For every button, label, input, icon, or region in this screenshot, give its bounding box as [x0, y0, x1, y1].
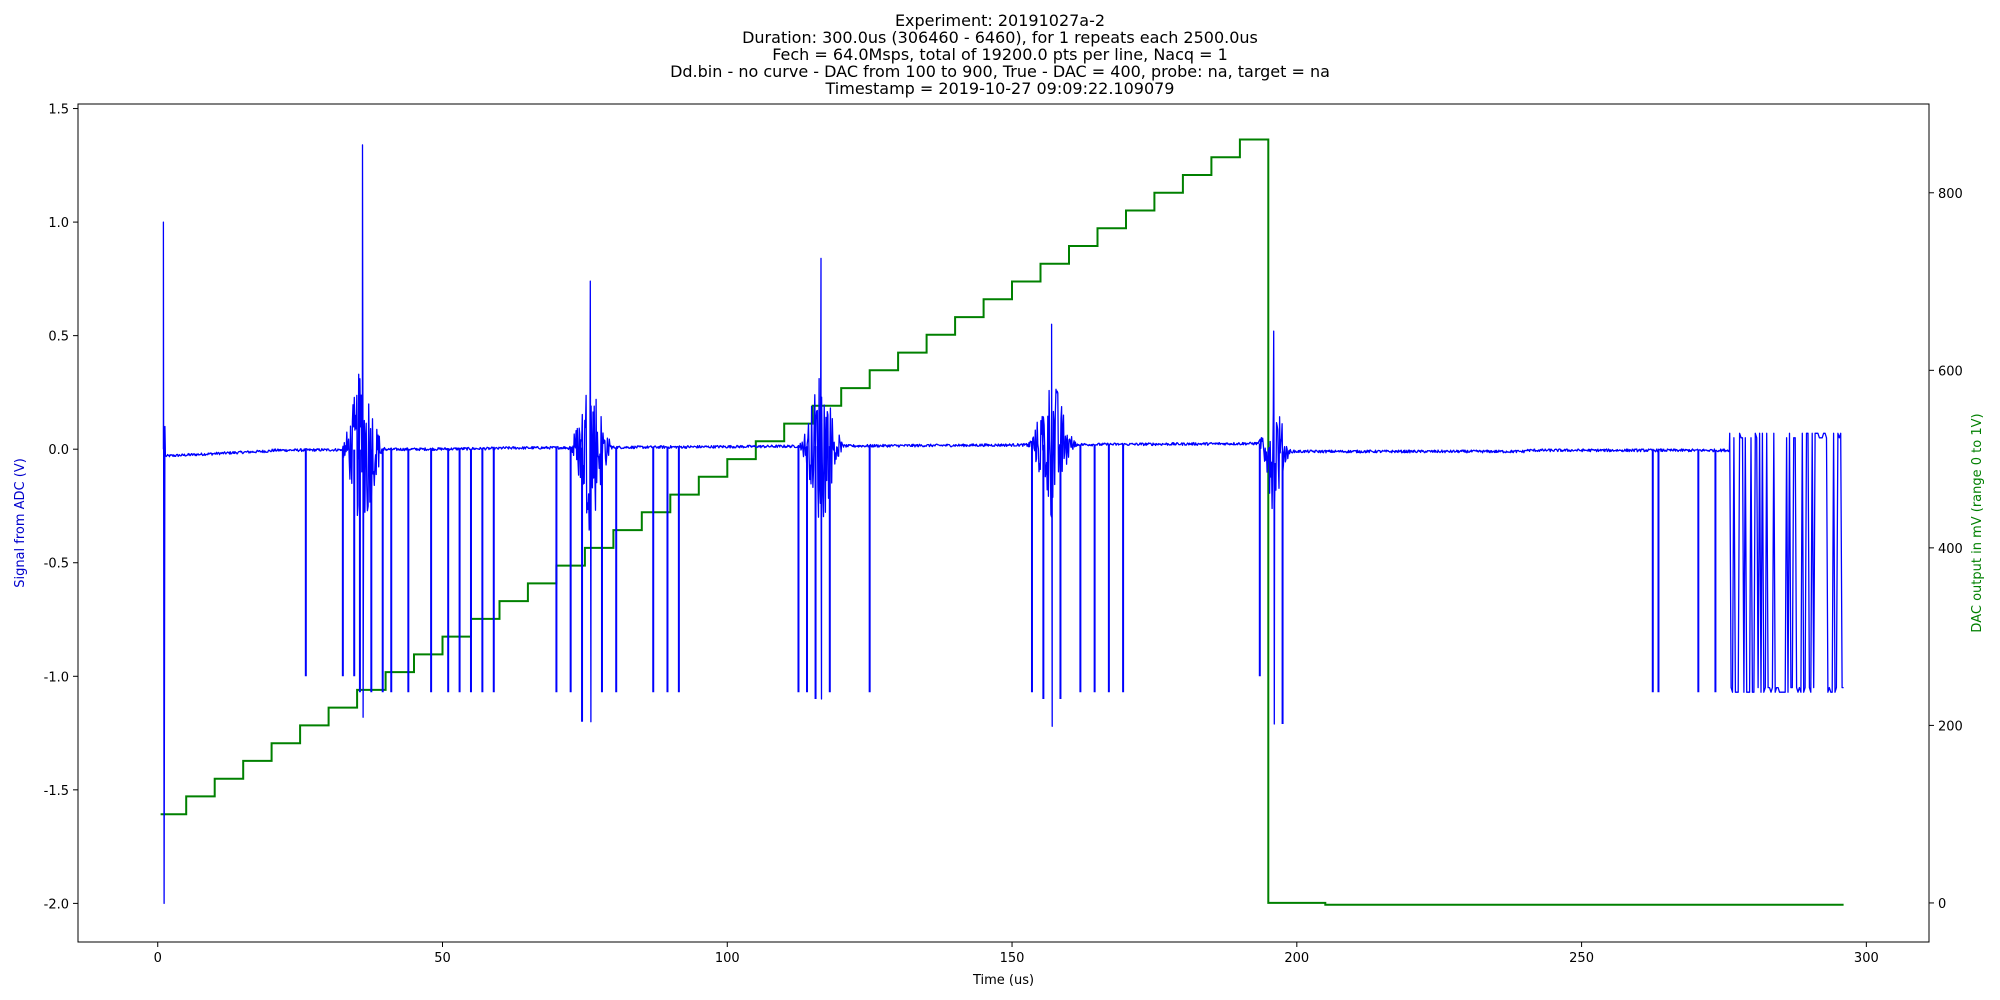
y-right-tick-label: 600 — [1938, 364, 1963, 379]
y-right-tick-label: 800 — [1938, 187, 1963, 202]
title-line-experiment: Experiment: 20191027a-2 — [894, 11, 1106, 30]
y-left-tick-label: 1.5 — [48, 103, 69, 118]
adc-signal-line — [162, 144, 1844, 905]
y-left-tick-label: 0.0 — [48, 443, 69, 458]
y-left-tick-label: -0.5 — [44, 557, 69, 572]
adc-series — [162, 144, 1844, 905]
title-line-duration: Duration: 300.0us (306460 - 6460), for 1… — [742, 28, 1258, 47]
y-left-tick-label: -1.5 — [44, 784, 69, 799]
x-tick-label: 200 — [1284, 951, 1309, 966]
x-tick-label: 150 — [1000, 951, 1025, 966]
x-tick-label: 300 — [1854, 951, 1879, 966]
title-line-dac: Dd.bin - no curve - DAC from 100 to 900,… — [670, 62, 1330, 81]
x-tick-label: 100 — [715, 951, 740, 966]
dac-series — [160, 138, 1844, 906]
title-line-timestamp: Timestamp = 2019-10-27 09:09:22.109079 — [825, 79, 1175, 98]
x-tick-label: 250 — [1569, 951, 1594, 966]
y-left-tick-label: -1.0 — [44, 670, 69, 685]
y-left-tick-label: 1.0 — [48, 216, 69, 231]
y-axis-left-label: Signal from ADC (V) — [13, 458, 28, 588]
chart-title: Experiment: 20191027a-2 Duration: 300.0u… — [0, 12, 2000, 97]
x-tick-label: 50 — [434, 951, 451, 966]
y-right-tick-label: 200 — [1938, 719, 1963, 734]
x-axis: 0 50 100 150 200 250 300 — [154, 942, 1879, 966]
title-line-sampling: Fech = 64.0Msps, total of 19200.0 pts pe… — [772, 45, 1228, 64]
plot-area — [77, 103, 1930, 943]
y-axis-right-label: DAC output in mV (range 0 to 1V) — [1970, 413, 1985, 632]
y-left-tick-label: 0.5 — [48, 330, 69, 345]
y-left-tick-label: -2.0 — [44, 897, 69, 912]
y-right-tick-label: 400 — [1938, 542, 1963, 557]
x-tick-label: 0 — [154, 951, 162, 966]
dac-step-line — [160, 138, 1844, 906]
y-right-tick-label: 0 — [1938, 897, 1946, 912]
x-axis-label: Time (us) — [972, 973, 1034, 988]
y-axis-left: 1.5 1.0 0.5 0.0 -0.5 -1.0 -1.5 -2.0 — [44, 103, 78, 912]
plot-frame — [77, 103, 1930, 943]
y-axis-right: 800 600 400 200 0 — [1929, 187, 1963, 912]
